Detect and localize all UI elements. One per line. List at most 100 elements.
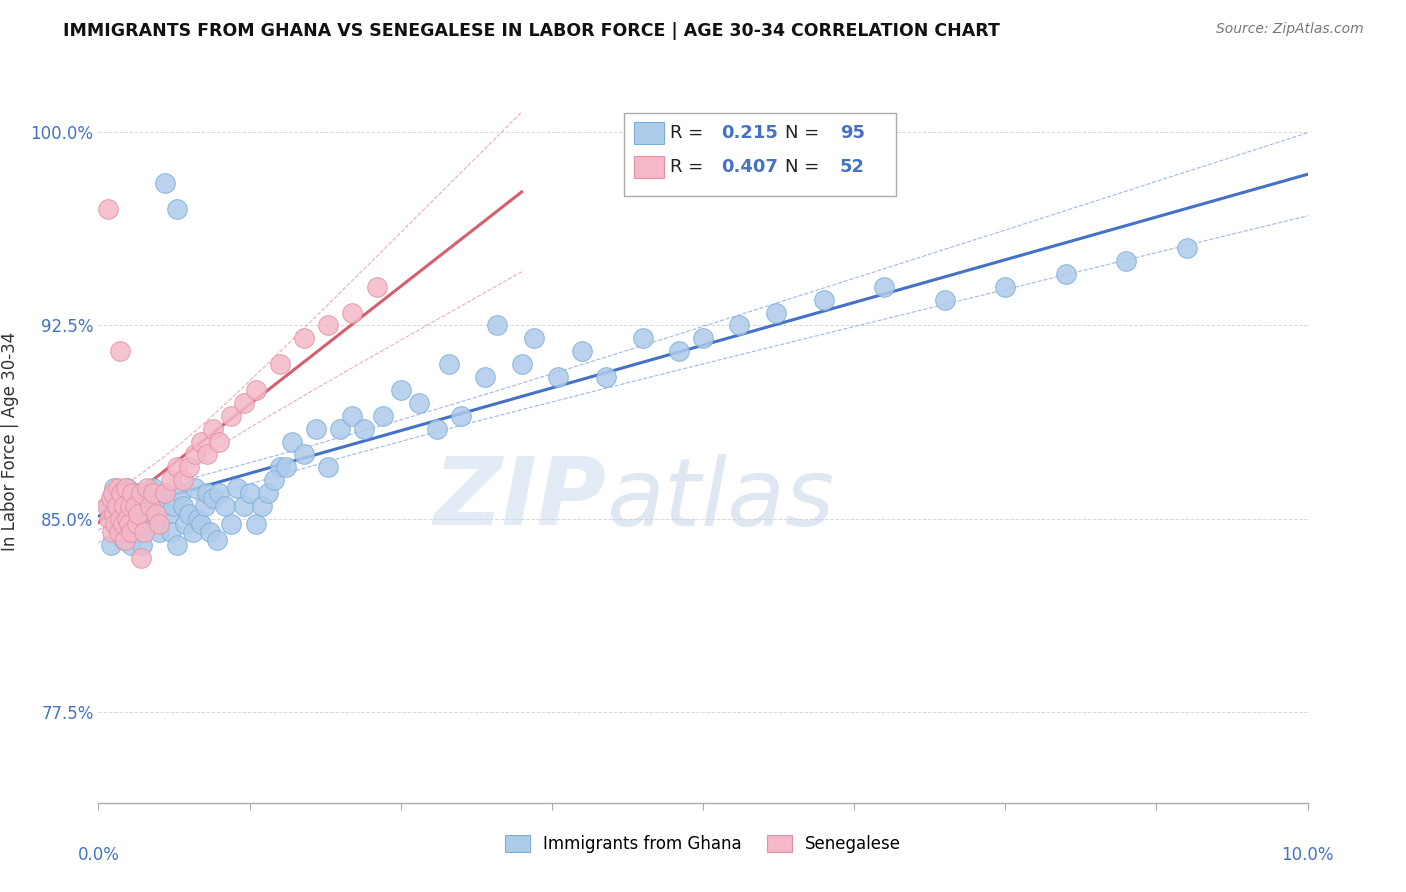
Point bbox=[103, 507, 125, 521]
Point bbox=[184, 481, 207, 495]
Point bbox=[148, 517, 170, 532]
Point bbox=[96, 499, 118, 513]
Point bbox=[547, 370, 569, 384]
Point bbox=[118, 499, 141, 513]
Point bbox=[408, 396, 430, 410]
Point bbox=[105, 512, 128, 526]
Point bbox=[274, 460, 297, 475]
Point bbox=[371, 409, 394, 423]
Point bbox=[100, 491, 122, 506]
Point bbox=[181, 524, 204, 539]
Point bbox=[474, 370, 496, 384]
Point bbox=[292, 447, 315, 461]
Point bbox=[129, 507, 152, 521]
Point bbox=[166, 460, 188, 475]
Point bbox=[202, 491, 225, 506]
Text: ZIP: ZIP bbox=[433, 453, 606, 545]
Point bbox=[202, 422, 225, 436]
Point bbox=[305, 422, 328, 436]
Point bbox=[112, 499, 135, 513]
Point bbox=[214, 499, 236, 513]
Point bbox=[342, 305, 364, 319]
Text: R =: R = bbox=[671, 158, 710, 176]
Point bbox=[198, 524, 221, 539]
Point bbox=[101, 491, 124, 506]
Point bbox=[127, 486, 149, 500]
Point bbox=[125, 517, 148, 532]
Point bbox=[153, 486, 176, 500]
Point bbox=[813, 293, 835, 307]
Point bbox=[366, 279, 388, 293]
Point bbox=[426, 422, 449, 436]
Point bbox=[135, 499, 157, 513]
Point bbox=[120, 524, 142, 539]
Point bbox=[107, 481, 129, 495]
Text: 10.0%: 10.0% bbox=[1281, 847, 1334, 864]
Point bbox=[221, 409, 243, 423]
Point bbox=[120, 538, 142, 552]
Point bbox=[523, 331, 546, 345]
Point bbox=[174, 517, 197, 532]
Point bbox=[269, 357, 291, 371]
Point bbox=[184, 447, 207, 461]
Point bbox=[510, 357, 533, 371]
Point bbox=[139, 499, 162, 513]
Text: N =: N = bbox=[785, 124, 825, 142]
Text: R =: R = bbox=[671, 124, 710, 142]
Point bbox=[232, 499, 254, 513]
Point bbox=[245, 383, 267, 397]
Point bbox=[100, 524, 122, 539]
Point bbox=[728, 318, 751, 333]
Point bbox=[595, 370, 617, 384]
Point bbox=[101, 486, 124, 500]
Point bbox=[145, 512, 167, 526]
Point bbox=[142, 486, 165, 500]
Point bbox=[138, 517, 160, 532]
Point bbox=[111, 517, 134, 532]
Point bbox=[668, 344, 690, 359]
Point bbox=[179, 460, 201, 475]
Point bbox=[205, 533, 228, 547]
Point bbox=[631, 331, 654, 345]
Point bbox=[104, 517, 127, 532]
Point bbox=[124, 499, 146, 513]
Point bbox=[127, 517, 149, 532]
Point bbox=[114, 533, 136, 547]
Point bbox=[292, 331, 315, 345]
Point bbox=[162, 499, 184, 513]
Point bbox=[111, 486, 134, 500]
Point bbox=[692, 331, 714, 345]
Text: IMMIGRANTS FROM GHANA VS SENEGALESE IN LABOR FORCE | AGE 30-34 CORRELATION CHART: IMMIGRANTS FROM GHANA VS SENEGALESE IN L… bbox=[63, 22, 1000, 40]
Point bbox=[115, 481, 138, 495]
Point bbox=[437, 357, 460, 371]
Point bbox=[316, 318, 339, 333]
Point bbox=[329, 422, 352, 436]
Point bbox=[172, 473, 194, 487]
Point bbox=[1115, 254, 1137, 268]
Point bbox=[153, 177, 176, 191]
Point bbox=[187, 512, 209, 526]
FancyBboxPatch shape bbox=[624, 112, 897, 196]
Point bbox=[245, 517, 267, 532]
Point bbox=[194, 499, 217, 513]
Point bbox=[221, 517, 243, 532]
Point bbox=[114, 512, 136, 526]
Legend: Immigrants from Ghana, Senegalese: Immigrants from Ghana, Senegalese bbox=[498, 828, 908, 860]
Text: 0.215: 0.215 bbox=[721, 124, 778, 142]
Point bbox=[107, 524, 129, 539]
Point bbox=[157, 507, 180, 521]
Point bbox=[150, 491, 173, 506]
Point bbox=[117, 512, 139, 526]
Point bbox=[118, 517, 141, 532]
Point bbox=[112, 533, 135, 547]
Point bbox=[179, 507, 201, 521]
Point bbox=[127, 507, 149, 521]
Point bbox=[232, 396, 254, 410]
Point bbox=[172, 499, 194, 513]
Point bbox=[129, 486, 152, 500]
Point bbox=[1175, 241, 1198, 255]
Point bbox=[129, 550, 152, 565]
Point bbox=[103, 481, 125, 495]
Point bbox=[208, 434, 231, 449]
Point bbox=[934, 293, 956, 307]
